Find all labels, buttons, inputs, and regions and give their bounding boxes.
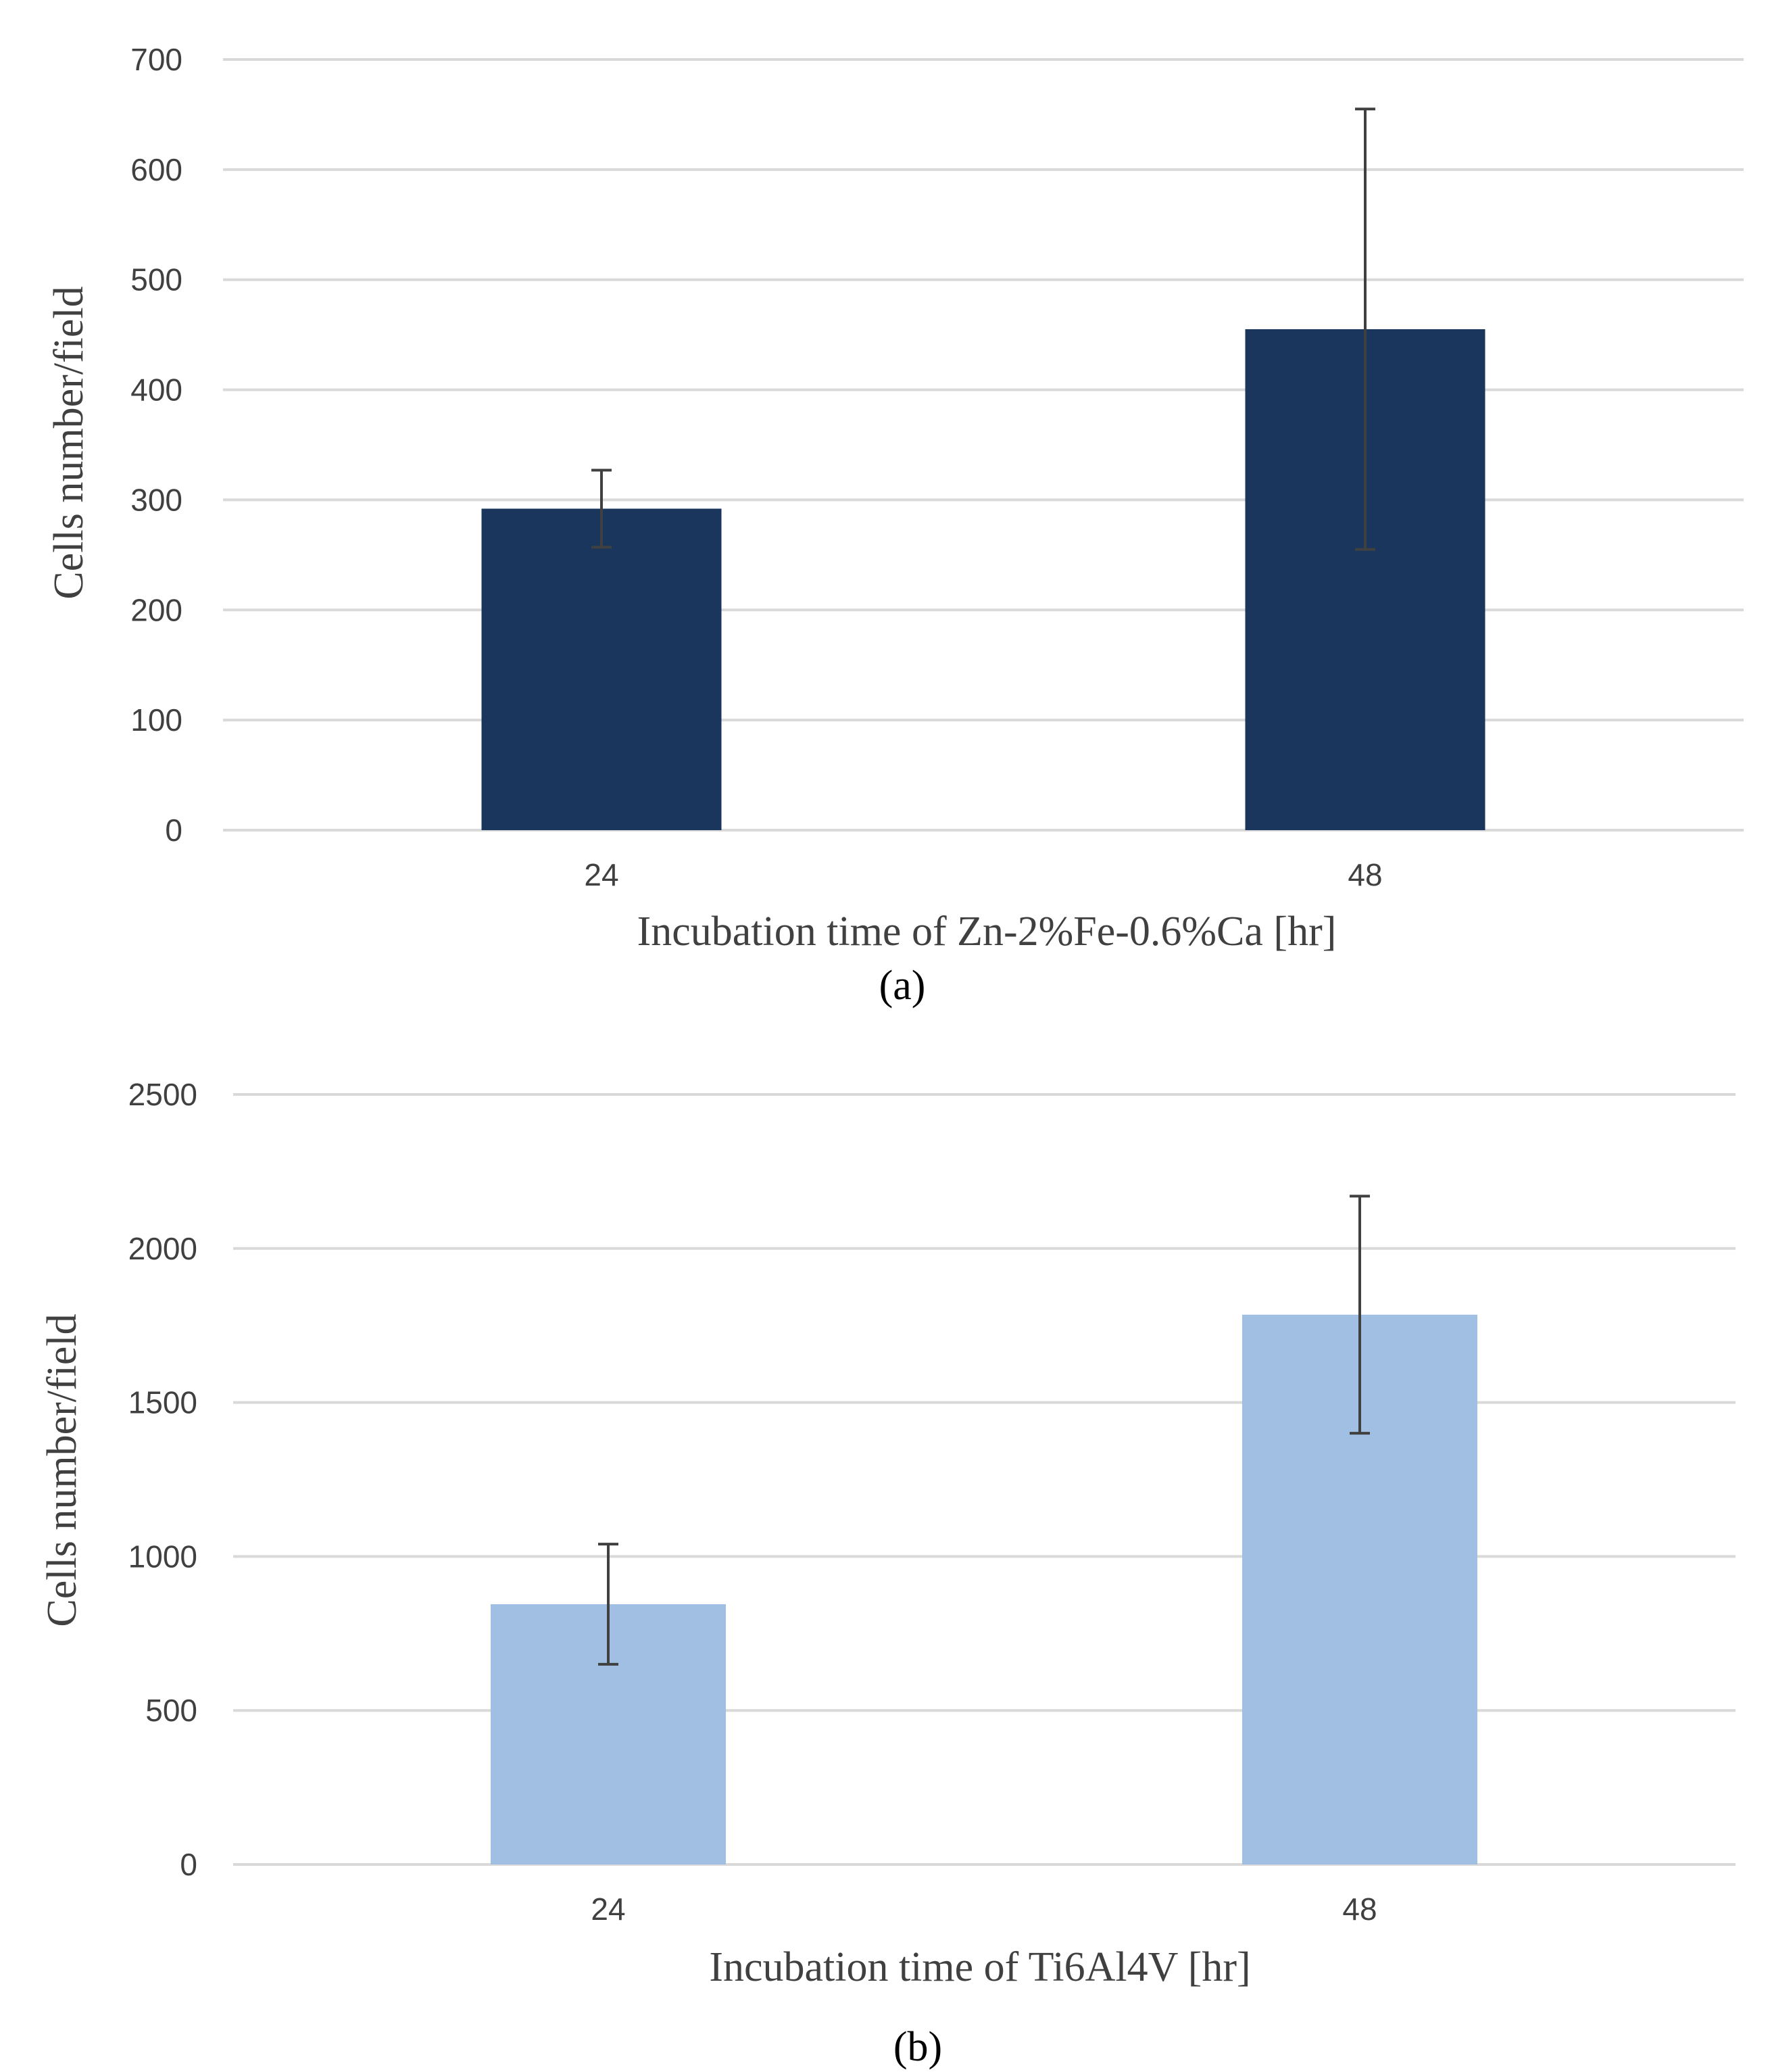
- y-tick-label-b-3: 1500: [128, 1385, 197, 1420]
- chart-panel-a: 0 100 200 300 400 500 600 700 24 48 Incubation t…: [46, 42, 1744, 1009]
- error-bar-b-48: [1350, 1195, 1370, 1435]
- error-bar-a-24: [591, 468, 612, 549]
- error-bar-b-24: [598, 1543, 618, 1666]
- y-tick-label-a-2: 200: [130, 592, 182, 627]
- panel-label-a: (a): [879, 963, 926, 1009]
- bars-b: [491, 1195, 1477, 1864]
- y-axis-title-b: Cells number/field: [39, 1314, 85, 1627]
- y-tick-labels-a: 0 100 200 300 400 500 600 700: [130, 42, 182, 848]
- y-tick-label-a-5: 500: [130, 262, 182, 297]
- bar-a-24: [481, 508, 722, 830]
- y-tick-label-b-5: 2500: [128, 1077, 197, 1112]
- bars-a: [481, 107, 1485, 830]
- y-tick-label-a-3: 300: [130, 482, 182, 517]
- y-tick-label-a-6: 600: [130, 152, 182, 187]
- y-tick-label-a-1: 100: [130, 702, 182, 738]
- x-axis-title-a: Incubation time of Zn-2%Fe-0.6%Ca [hr]: [637, 909, 1337, 955]
- x-tick-label-a-48: 48: [1348, 857, 1382, 892]
- x-tick-label-b-24: 24: [591, 1892, 625, 1927]
- y-tick-label-b-2: 1000: [128, 1539, 197, 1574]
- x-tick-label-a-24: 24: [584, 857, 618, 892]
- x-tick-labels-a: 24 48: [584, 857, 1382, 892]
- panel-label-b: (b): [893, 2024, 942, 2070]
- gridlines-a: [223, 58, 1744, 832]
- chart-panel-b: 0 500 1000 1500 2000 2500 24 48 Incubation tim…: [39, 1077, 1736, 2070]
- x-axis-title-b: Incubation time of Ti6Al4V [hr]: [709, 1944, 1250, 1990]
- x-tick-label-b-48: 48: [1342, 1892, 1377, 1927]
- gridlines-b: [233, 1093, 1736, 1866]
- y-tick-label-b-4: 2000: [128, 1231, 197, 1266]
- y-tick-label-b-0: 0: [180, 1847, 197, 1882]
- y-tick-label-b-1: 500: [145, 1693, 197, 1728]
- y-tick-label-a-0: 0: [165, 813, 182, 848]
- error-bar-a-48: [1355, 107, 1375, 551]
- y-tick-label-a-7: 700: [130, 42, 182, 77]
- x-tick-labels-b: 24 48: [591, 1892, 1377, 1927]
- y-tick-label-a-4: 400: [130, 372, 182, 408]
- y-tick-labels-b: 0 500 1000 1500 2000 2500: [128, 1077, 197, 1882]
- y-axis-title-a: Cells number/field: [46, 286, 92, 599]
